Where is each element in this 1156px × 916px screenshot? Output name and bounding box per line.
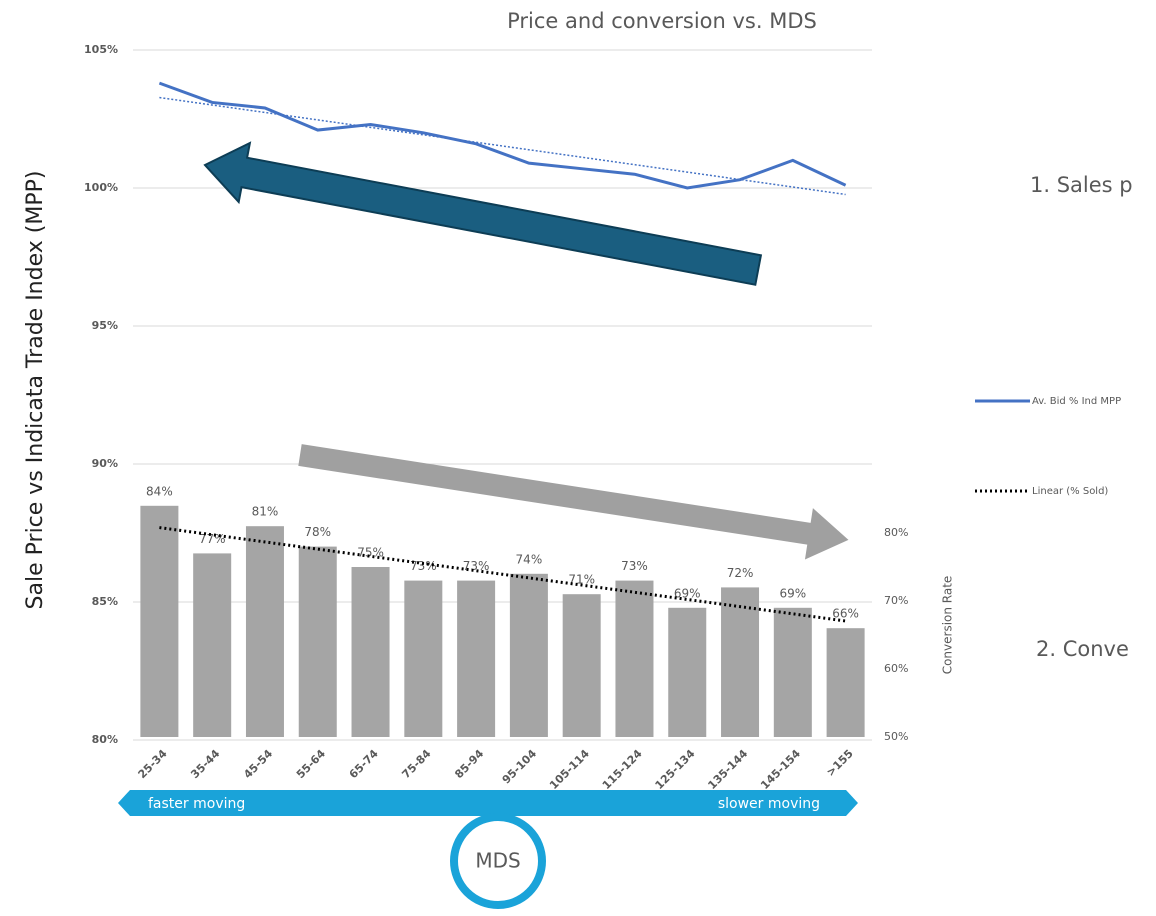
data-label: 75% <box>357 546 384 560</box>
banner: faster moving slower moving MDS <box>118 790 858 909</box>
bar <box>773 607 812 737</box>
legend-label: Av. Bid % Ind MPP <box>1032 396 1121 407</box>
bar <box>826 628 865 737</box>
bar <box>351 567 390 737</box>
data-label: 78% <box>304 525 331 539</box>
bar <box>615 580 654 737</box>
banner-center: MDS <box>475 849 520 873</box>
x-tick-label: 75-84 <box>399 747 433 781</box>
x-tick-label: >155 <box>824 747 856 779</box>
data-label: 69% <box>674 586 701 600</box>
chart-title: Price and conversion vs. MDS <box>507 9 817 33</box>
data-label: 69% <box>779 586 806 600</box>
y2-tick-label: 50% <box>884 730 908 743</box>
blue-arrow <box>203 141 763 286</box>
banner-label: faster moving <box>148 796 245 812</box>
data-label: 73% <box>463 559 490 573</box>
bar <box>721 587 760 737</box>
bar <box>245 526 284 737</box>
y2-tick-label: 60% <box>884 662 908 675</box>
bar <box>140 505 179 737</box>
x-tick-label: 35-44 <box>188 747 222 781</box>
grey-arrow <box>298 444 849 560</box>
y-tick-label: 105% <box>84 43 118 56</box>
x-tick-label: 25-34 <box>136 747 170 781</box>
y-tick-label: 100% <box>84 181 118 194</box>
arrows <box>203 141 763 286</box>
line <box>158 81 847 190</box>
bar <box>404 580 443 737</box>
y-tick-label: 90% <box>92 457 118 470</box>
bar <box>457 580 496 737</box>
banner-label: slower moving <box>718 796 820 812</box>
data-label: 77% <box>199 532 226 546</box>
bar <box>193 553 232 737</box>
y2-tick-label: 80% <box>884 526 908 539</box>
data-label: 84% <box>146 484 173 498</box>
arrow-shape <box>298 444 849 560</box>
bar <box>668 607 707 737</box>
data-label: 74% <box>516 552 543 566</box>
x-tick-label: 115-124 <box>600 747 645 792</box>
annotation: 2. Conve <box>1036 637 1129 661</box>
x-tick-label: 55-64 <box>294 747 328 781</box>
x-tick-label: 95-104 <box>500 747 540 787</box>
legend-label: Linear (% Sold) <box>1032 486 1108 497</box>
x-tick-label: 45-54 <box>241 747 275 781</box>
data-label: 72% <box>727 566 754 580</box>
data-label: 73% <box>621 559 648 573</box>
x-tick-label: 105-114 <box>547 747 592 792</box>
y-tick-label: 80% <box>92 733 118 746</box>
y2-axis-title: Conversion Rate <box>941 576 955 675</box>
bar <box>509 573 548 737</box>
x-tick-label: 135-144 <box>705 747 750 792</box>
trendline <box>159 526 846 623</box>
x-tick-label: 85-94 <box>452 747 486 781</box>
annotation: 1. Sales p <box>1030 173 1133 197</box>
y-axis-title: Sale Price vs Indicata Trade Index (MPP) <box>23 171 48 610</box>
trendline <box>159 96 846 196</box>
x-tick-label: 125-134 <box>653 747 698 792</box>
x-tick-label: 145-154 <box>758 747 803 792</box>
y2-tick-label: 70% <box>884 594 908 607</box>
data-label: 73% <box>410 559 437 573</box>
data-label: 81% <box>252 505 279 519</box>
data-label: 66% <box>832 607 859 621</box>
y-tick-label: 95% <box>92 319 118 332</box>
data-label: 71% <box>568 573 595 587</box>
y-tick-label: 85% <box>92 595 118 608</box>
bar <box>562 594 601 737</box>
bar <box>298 546 337 737</box>
x-tick-label: 65-74 <box>347 747 381 781</box>
